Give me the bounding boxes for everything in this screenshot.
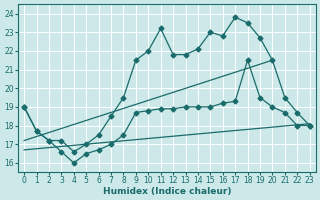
X-axis label: Humidex (Indice chaleur): Humidex (Indice chaleur) <box>103 187 231 196</box>
